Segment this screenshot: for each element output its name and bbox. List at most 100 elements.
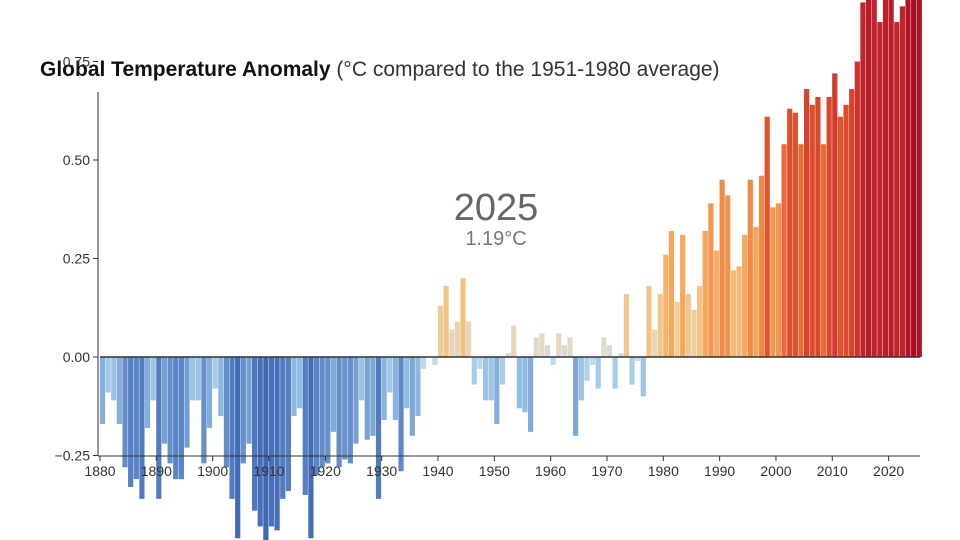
bar-1895 (184, 357, 190, 448)
bar-1897 (195, 357, 201, 401)
bar-1951 (499, 357, 506, 385)
bar-1999 (770, 207, 776, 357)
bar-1987 (702, 230, 708, 357)
bar-1885 (128, 357, 134, 488)
x-tick-label: 1880 (84, 463, 115, 479)
bar-1925 (353, 357, 359, 444)
bar-1905 (240, 357, 246, 464)
bar-1953 (511, 325, 517, 357)
bar-1992 (730, 270, 736, 357)
bar-1922 (336, 357, 342, 468)
bar-1982 (674, 301, 680, 357)
bar-1899 (206, 357, 213, 428)
bar-1978 (651, 329, 658, 357)
bar-1962 (561, 345, 568, 357)
bar-1956 (528, 357, 534, 432)
bar-1966 (584, 357, 590, 381)
bar-1954 (516, 357, 522, 409)
bar-1940 (437, 305, 444, 357)
bar-1994 (742, 234, 748, 357)
bar-2011 (837, 116, 844, 357)
bar-1910 (268, 357, 275, 527)
bar-1890 (156, 357, 162, 499)
x-tick-label: 1980 (648, 463, 679, 479)
bar-1963 (567, 337, 573, 357)
bar-2014 (854, 61, 860, 357)
bar-1924 (347, 357, 353, 464)
bar-1919 (319, 357, 325, 468)
bar-2008 (820, 144, 827, 357)
bar-1939 (432, 357, 438, 365)
bar-1894 (178, 357, 184, 480)
bar-1968 (595, 357, 601, 389)
bar-2022 (899, 6, 905, 358)
bar-2023 (905, 0, 911, 358)
bar-2019 (882, 0, 889, 357)
highlight-year-label: 2025 (454, 187, 539, 229)
bar-1901 (218, 357, 224, 417)
bar-2004 (798, 144, 804, 357)
bar-1920 (325, 357, 331, 464)
bar-2015 (860, 2, 866, 358)
bar-1977 (646, 286, 652, 357)
x-tick-label: 1910 (253, 463, 284, 479)
chart-title: Global Temperature Anomaly (°C compared … (40, 58, 720, 82)
bar-1983 (680, 234, 686, 357)
bar-1908 (257, 357, 263, 527)
x-tick-label: 1900 (197, 463, 228, 479)
bar-2021 (894, 22, 900, 357)
bar-1888 (144, 357, 151, 428)
bar-1937 (420, 357, 427, 369)
bar-1909 (263, 357, 269, 540)
bar-1934 (404, 357, 410, 409)
bar-1984 (685, 293, 691, 357)
bar-1882 (111, 357, 117, 401)
bar-1936 (415, 357, 421, 417)
bar-1955 (522, 357, 528, 413)
bar-1929 (375, 357, 382, 499)
bar-1996 (753, 226, 759, 357)
bars-group (99, 0, 922, 540)
bar-1927 (364, 357, 370, 440)
bar-1880 (99, 357, 106, 424)
bar-2016 (865, 0, 872, 358)
bar-1981 (668, 230, 675, 357)
bar-1998 (764, 116, 770, 357)
bar-1974 (629, 357, 635, 385)
bar-1944 (460, 278, 466, 357)
x-tick-label: 1890 (141, 463, 172, 479)
bar-1988 (708, 203, 714, 357)
bar-1900 (212, 357, 218, 389)
bar-2013 (849, 89, 855, 357)
bar-1995 (747, 179, 753, 357)
bar-1933 (398, 357, 404, 472)
bar-1964 (573, 357, 579, 436)
bar-1991 (725, 195, 731, 357)
bar-1950 (494, 357, 500, 424)
bar-1960 (550, 357, 556, 365)
bar-1915 (297, 357, 303, 409)
bar-1916 (302, 357, 308, 495)
x-axis-ticks: 1880 1890 1900 1910 1920 1930 1940 1950 1960 1970… (84, 456, 904, 479)
bar-1907 (251, 357, 258, 511)
bar-1980 (663, 254, 669, 357)
bar-1923 (342, 357, 348, 460)
bar-1965 (578, 357, 584, 401)
bar-1997 (758, 175, 765, 357)
bar-1986 (697, 286, 703, 357)
highlight-value-label: 1.19°C (465, 228, 526, 250)
bar-1990 (719, 179, 725, 357)
bar-1918 (313, 357, 320, 476)
bar-1993 (736, 266, 742, 357)
bar-1967 (589, 357, 596, 365)
x-tick-label: 1950 (479, 463, 510, 479)
bar-1911 (274, 357, 280, 531)
bar-1881 (105, 357, 111, 393)
bar-2000 (775, 203, 782, 357)
bar-2025 (916, 0, 922, 357)
x-tick-label: 1960 (535, 463, 566, 479)
chart-title-main: Global Temperature Anomaly (40, 58, 331, 81)
bar-1973 (623, 293, 629, 357)
bar-2024 (911, 0, 917, 357)
